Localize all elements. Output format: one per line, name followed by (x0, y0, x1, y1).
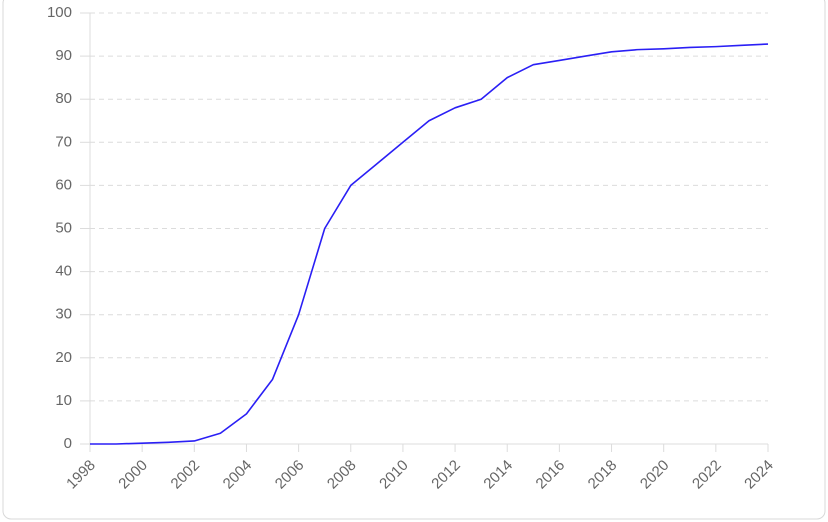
x-tick-label: 2020 (637, 457, 673, 493)
y-tick-label: 100 (47, 4, 72, 21)
y-tick-label: 70 (55, 133, 72, 150)
data-line (90, 43, 769, 445)
x-tick-label: 2000 (115, 457, 151, 493)
x-tick-label: 2022 (689, 457, 725, 493)
x-tick-label: 2016 (533, 457, 569, 493)
y-tick-label: 0 (64, 435, 72, 452)
y-tick-label: 60 (55, 176, 72, 193)
x-tick-label: 2008 (324, 457, 360, 493)
y-tick-label: 40 (55, 263, 72, 280)
y-tick-label: 30 (55, 306, 72, 323)
x-tick-label: 2004 (220, 457, 256, 493)
x-tick-label: 2018 (585, 457, 621, 493)
x-tick-label: 2024 (741, 457, 777, 493)
x-tick-label: 2014 (480, 457, 516, 493)
y-tick-label: 20 (55, 349, 72, 366)
x-tick-label: 2012 (428, 457, 464, 493)
x-tick-label: 2006 (272, 457, 308, 493)
y-tick-label: 90 (55, 47, 72, 64)
y-tick-label: 50 (55, 219, 72, 236)
x-tick-label: 2010 (376, 457, 412, 493)
y-tick-label: 80 (55, 90, 72, 107)
x-tick-label: 1998 (63, 457, 99, 493)
x-tick-label: 2002 (168, 457, 204, 493)
y-tick-label: 10 (55, 392, 72, 409)
